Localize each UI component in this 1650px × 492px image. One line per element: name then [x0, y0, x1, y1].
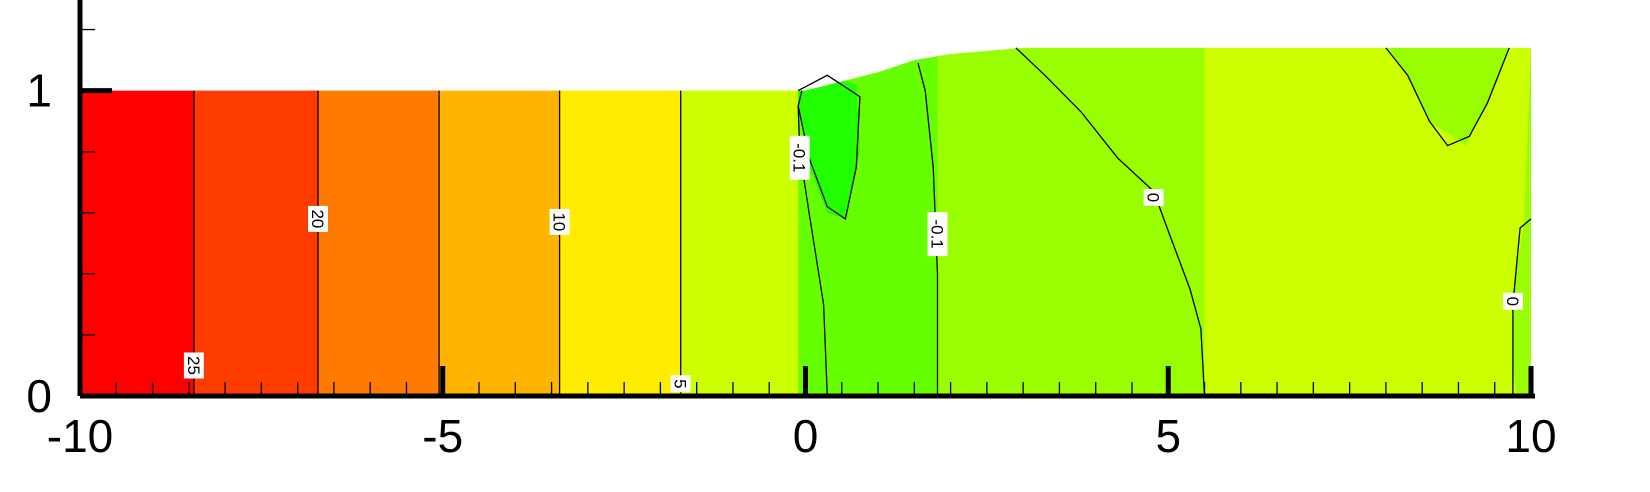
contour-label-bg: [1143, 189, 1164, 206]
contour-band-1: [193, 47, 319, 396]
contour-band-2: [317, 47, 440, 396]
contour-band-3: [439, 47, 561, 396]
contour-label-text: 25: [184, 356, 203, 375]
contour-label-text: -0.1: [928, 219, 947, 248]
y-tick-label: 1: [26, 65, 52, 117]
x-tick-label: 5: [1155, 410, 1181, 462]
contour-label-text: -0.1: [790, 143, 809, 172]
contour-label-layer: 25 20 10 5 -0.1 -0.1 0 0: [183, 135, 1523, 393]
contour-label-bg: [670, 375, 691, 393]
contour-label-text: 5: [671, 379, 690, 388]
contour-band-7: [937, 47, 1206, 396]
contour-label-bg: [927, 212, 948, 257]
contour-band-5: [680, 47, 799, 396]
contour-label-text: 20: [308, 209, 327, 228]
contour-label-7: 0: [1143, 189, 1164, 206]
contour-region-inlet-low-pocket: [798, 75, 860, 219]
x-tick-label: 10: [1505, 410, 1556, 462]
contour-line-8: [1512, 218, 1532, 396]
axes-layer: -10 -5 0 5 10 0 1: [26, 0, 1557, 462]
contour-label-bg: [183, 352, 204, 379]
contour-line-10: [797, 74, 861, 220]
contour-line-6: [917, 62, 939, 396]
y-tick-label: 0: [26, 370, 52, 422]
contour-band-0: [80, 47, 195, 396]
contour-label-text: 0: [1144, 193, 1163, 202]
contour-label-4: 5: [670, 375, 691, 393]
x-tick-label: -5: [422, 410, 463, 462]
contour-fill-layer: [80, 47, 1531, 397]
contour-label-text: 0: [1503, 297, 1522, 306]
contour-label-6: -0.1: [927, 212, 948, 257]
contour-label-1: 20: [308, 205, 328, 232]
contour-region-outlet-pocket-top: [1385, 47, 1510, 146]
contour-label-bg: [549, 208, 570, 235]
contour-label-5: -0.1: [789, 135, 810, 180]
contour-label-3: 10: [549, 208, 570, 235]
contour-line-9: [1385, 47, 1510, 147]
contour-label-bg: [789, 135, 810, 180]
contour-label-0: 25: [183, 352, 204, 379]
contour-label-bg: [1502, 292, 1523, 310]
contour-line-5: [797, 90, 828, 397]
contour-label-text: 10: [550, 212, 569, 231]
contour-band-4: [559, 47, 682, 396]
x-tick-label: -10: [47, 410, 113, 462]
contour-band-6: [798, 47, 939, 396]
contour-label-8: 0: [1502, 292, 1523, 310]
x-tick-label: 0: [793, 410, 819, 462]
contour-label-bg: [308, 205, 328, 232]
